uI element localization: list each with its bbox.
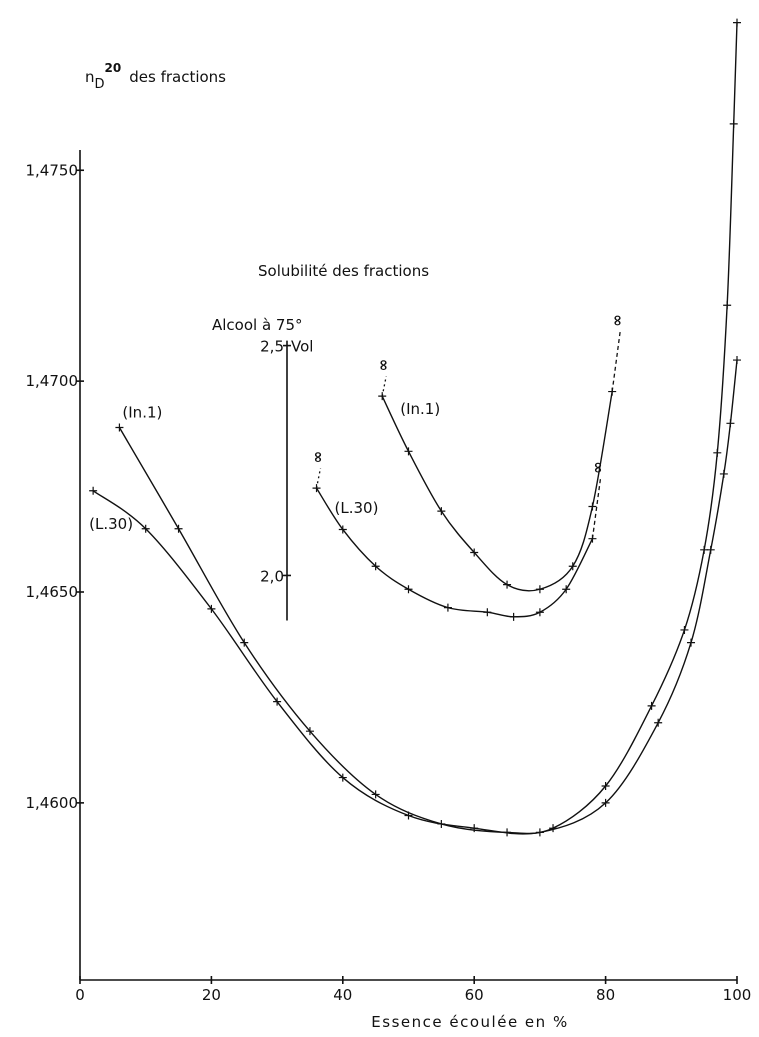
data-point: [647, 701, 656, 710]
y-label-sub: D: [95, 77, 105, 92]
y-tick-label: 1,4650: [26, 583, 79, 601]
data-point: [305, 727, 314, 736]
data-point: [141, 524, 150, 533]
dashed-tail: [381, 376, 387, 397]
y-axis-label: nD20 des fractions: [85, 61, 226, 92]
data-point: [115, 423, 124, 432]
y-tick-label: 1,4750: [26, 161, 79, 179]
dashed-tail: [315, 467, 322, 489]
infinity-symbol: ∞: [589, 461, 607, 474]
dashed-tail: [591, 478, 602, 539]
data-point: [713, 448, 722, 457]
data-point: [509, 612, 518, 621]
y2-tick-label: 2,5: [260, 338, 284, 356]
data-point: [338, 773, 347, 782]
data-point: [483, 608, 492, 617]
data-point: [404, 811, 413, 820]
y2-unit: Vol: [291, 338, 313, 356]
series-line: [315, 487, 594, 618]
series-line: [381, 391, 613, 592]
x-tick-label: 40: [333, 986, 352, 1004]
series-line: [92, 359, 738, 835]
data-point: [443, 603, 452, 612]
data-point: [240, 638, 249, 647]
infinity-symbol: ∞: [375, 359, 393, 372]
series-label: (L.30): [89, 515, 133, 533]
data-point: [687, 638, 696, 647]
data-point: [470, 824, 479, 833]
infinity-symbol: ∞: [609, 314, 627, 327]
data-point: [562, 585, 571, 594]
data-point: [723, 301, 732, 310]
y-tick-label: 1,4700: [26, 372, 79, 390]
data-point: [719, 469, 728, 478]
x-tick-label: 100: [723, 986, 752, 1004]
data-point: [338, 525, 347, 534]
data-point: [404, 447, 413, 456]
data-point: [503, 580, 512, 589]
dashed-tail: [611, 331, 621, 392]
data-point: [437, 507, 446, 516]
data-point: [535, 828, 544, 837]
x-tick-label: 0: [75, 986, 85, 1004]
data-point: [706, 545, 715, 554]
series-line: [118, 22, 738, 835]
series-label: (In.1): [122, 404, 162, 422]
data-point: [371, 562, 380, 571]
series-label: (L.30): [335, 499, 379, 517]
y2-axis-label: Alcool à 75°: [212, 316, 303, 334]
data-point: [568, 562, 577, 571]
series-label: (In.1): [400, 400, 440, 418]
y-label-base: n: [85, 68, 95, 86]
data-point: [273, 697, 282, 706]
data-point: [654, 718, 663, 727]
inset-title: Solubilité des fractions: [258, 262, 429, 280]
data-point: [729, 119, 738, 128]
data-point: [174, 524, 183, 533]
data-point: [601, 782, 610, 790]
data-point: [733, 18, 741, 27]
data-point: [89, 486, 98, 495]
infinity-symbol: ∞: [310, 451, 328, 464]
data-point: [535, 585, 544, 594]
data-point: [733, 356, 741, 365]
y2-tick-label: 2,0: [260, 567, 284, 585]
y-tick-label: 1,4600: [26, 794, 79, 812]
y-label-text: des fractions: [129, 68, 226, 86]
y-label-sup: 20: [105, 61, 122, 75]
data-point: [726, 419, 735, 428]
data-point: [601, 798, 610, 807]
data-point: [404, 585, 413, 594]
x-tick-label: 20: [202, 986, 221, 1004]
data-point: [588, 502, 597, 511]
data-point: [535, 608, 544, 617]
data-point: [680, 625, 689, 634]
x-axis-label: Essence écoulée en %: [371, 1013, 568, 1031]
x-tick-label: 80: [596, 986, 615, 1004]
x-tick-label: 60: [465, 986, 484, 1004]
data-point: [470, 548, 479, 557]
data-point: [371, 790, 380, 799]
data-point: [207, 604, 216, 613]
